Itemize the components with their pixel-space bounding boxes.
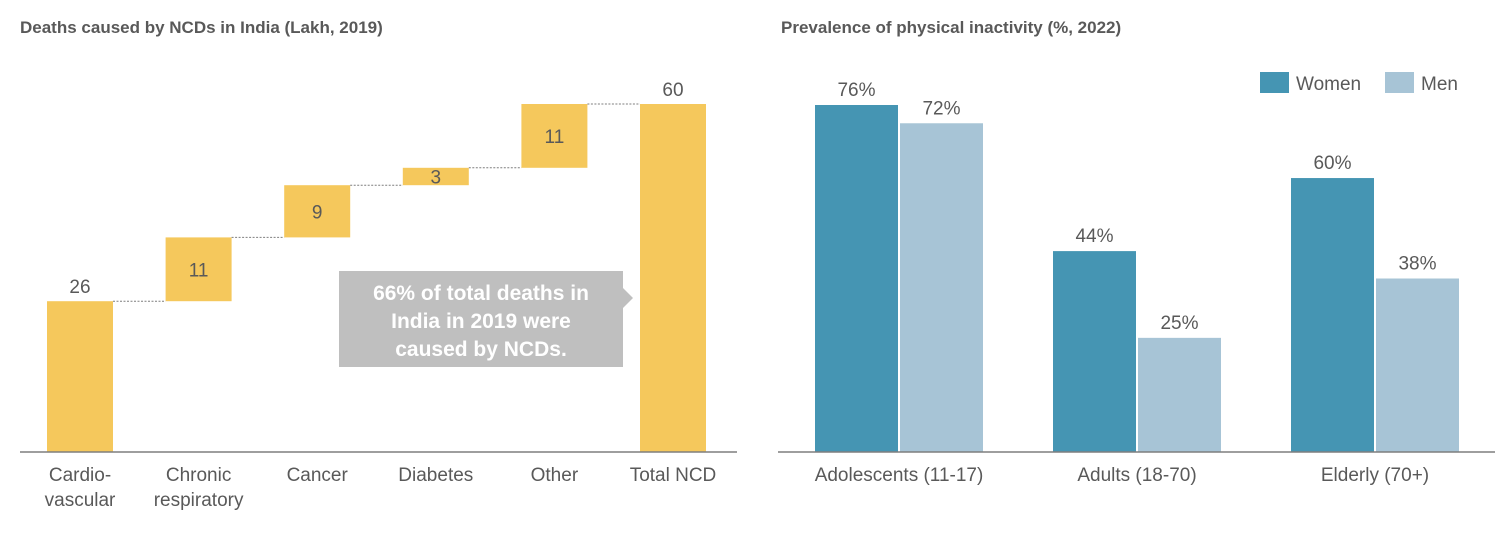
legend-label: Women bbox=[1296, 74, 1361, 95]
annotation-text: caused by NCDs. bbox=[395, 338, 567, 361]
bar-men bbox=[1376, 278, 1459, 452]
bar-value-label: 9 bbox=[312, 202, 323, 223]
bar-value-label: 11 bbox=[545, 127, 565, 148]
bar-men bbox=[1138, 337, 1221, 452]
legend-swatch-women bbox=[1260, 72, 1289, 93]
waterfall-chart-title: Deaths caused by NCDs in India (Lakh, 20… bbox=[20, 18, 383, 37]
x-tick-label: Adults (18-70) bbox=[1077, 465, 1196, 486]
x-tick-label: Diabetes bbox=[398, 465, 473, 486]
bar-value-label: 76% bbox=[837, 80, 875, 101]
bar-value-label: 11 bbox=[189, 260, 209, 281]
waterfall-bar bbox=[47, 301, 113, 452]
legend-label: Men bbox=[1421, 74, 1458, 95]
bar-women bbox=[815, 105, 898, 452]
x-tick-label: Adolescents (11-17) bbox=[815, 465, 984, 486]
bar-value-label: 26 bbox=[69, 277, 90, 298]
x-tick-label: vascular bbox=[45, 490, 116, 511]
x-tick-label: Cancer bbox=[287, 465, 349, 486]
waterfall-bar bbox=[402, 167, 469, 186]
bar-value-label: 72% bbox=[922, 98, 960, 119]
waterfall-bar bbox=[284, 185, 351, 238]
bar-women bbox=[1291, 178, 1374, 453]
legend-swatch-men bbox=[1385, 72, 1414, 93]
annotation-callout-box bbox=[339, 271, 633, 367]
bar-value-label: 25% bbox=[1160, 313, 1198, 334]
waterfall-bar bbox=[640, 104, 706, 452]
bar-value-label: 60 bbox=[662, 80, 683, 101]
annotation-text: India in 2019 were bbox=[391, 310, 571, 333]
bar-value-label: 38% bbox=[1398, 254, 1436, 275]
bar-value-label: 44% bbox=[1075, 226, 1113, 247]
ncd-deaths-waterfall-chart: 26 Cardio-vascular 11 Chronic respiratory 9 Ca… bbox=[20, 80, 737, 511]
x-tick-label: respiratory bbox=[154, 490, 244, 511]
x-tick-label: Elderly (70+) bbox=[1321, 465, 1429, 486]
x-tick-label: Chronic bbox=[166, 465, 231, 486]
annotation-text: 66% of total deaths in bbox=[373, 282, 589, 305]
bar-men bbox=[900, 123, 983, 453]
x-tick-label: Cardio- bbox=[49, 465, 111, 486]
waterfall-bar bbox=[521, 104, 588, 168]
x-tick-label: Total NCD bbox=[630, 465, 717, 486]
bar-value-label: 3 bbox=[431, 168, 442, 189]
waterfall-bar bbox=[165, 237, 232, 302]
grouped-bar-chart-title: Prevalence of physical inactivity (%, 20… bbox=[781, 18, 1122, 37]
bar-value-label: 60% bbox=[1313, 153, 1351, 174]
bar-women bbox=[1053, 251, 1136, 452]
physical-inactivity-bar-chart: 76% 72% Adolescents (11-17) 44% 25% Adults (1… bbox=[778, 72, 1495, 486]
x-tick-label: Other bbox=[531, 465, 579, 486]
